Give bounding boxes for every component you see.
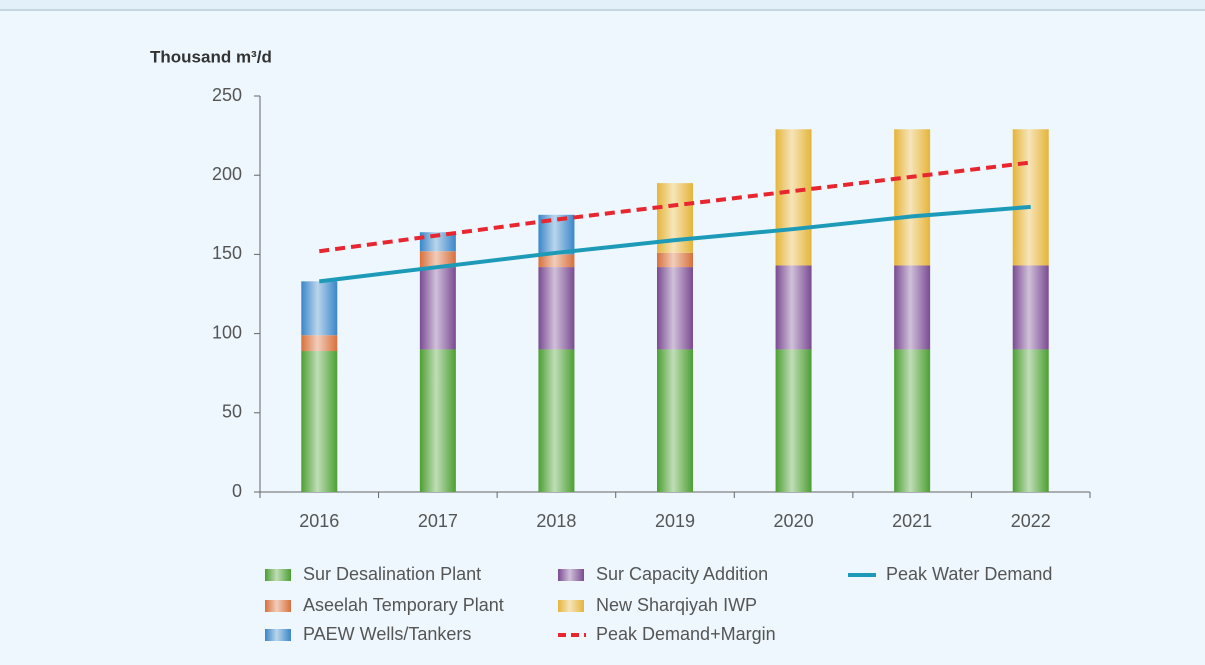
bar-segment: [894, 349, 931, 492]
y-tick-label: 100: [212, 322, 242, 342]
x-tick-label: 2016: [299, 511, 339, 531]
bar-segment: [301, 351, 338, 492]
bar-segment: [1012, 265, 1049, 350]
legend-label: New Sharqiyah IWP: [596, 595, 757, 615]
legend-swatch: [265, 629, 291, 641]
bar-segment: [775, 129, 812, 266]
bar-segment: [775, 265, 812, 350]
x-tick-label: 2020: [774, 511, 814, 531]
legend-swatch: [558, 600, 584, 612]
bar-segment: [538, 267, 575, 350]
legend-swatch: [265, 569, 291, 581]
bar-segment: [538, 254, 575, 268]
bar-segment: [1012, 349, 1049, 492]
bar-segment: [419, 267, 456, 350]
bar-segment: [657, 267, 693, 350]
legend-label: Sur Desalination Plant: [303, 564, 481, 584]
x-tick-label: 2021: [892, 511, 932, 531]
bar-segment: [657, 252, 693, 268]
y-tick-label: 200: [212, 164, 242, 184]
bar-segment: [657, 349, 693, 492]
x-tick-label: 2017: [418, 511, 458, 531]
header-band: [0, 0, 1205, 10]
y-tick-label: 0: [232, 481, 242, 501]
bar-segment: [419, 232, 456, 252]
x-tick-label: 2022: [1011, 511, 1051, 531]
bar-segment: [419, 349, 456, 492]
x-tick-label: 2019: [655, 511, 695, 531]
y-tick-label: 150: [212, 243, 242, 263]
bar-segment: [301, 335, 338, 352]
bar-segment: [894, 129, 931, 266]
legend-label: Peak Demand+Margin: [596, 624, 776, 644]
bar-segment: [419, 251, 456, 268]
legend-label: Peak Water Demand: [886, 564, 1052, 584]
bar-segment: [1012, 129, 1049, 266]
line-series: [319, 204, 1031, 284]
bar-segment: [301, 281, 338, 336]
line-series: [319, 160, 1031, 254]
legend-swatch: [558, 569, 584, 581]
legend-swatch: [265, 600, 291, 612]
x-tick-label: 2018: [536, 511, 576, 531]
legend-label: PAEW Wells/Tankers: [303, 624, 471, 644]
y-tick-label: 250: [212, 85, 242, 105]
bar-segment: [894, 265, 931, 350]
y-axis-label: Thousand m³/d: [150, 47, 272, 66]
bar-segment: [775, 349, 812, 492]
bar-segment: [538, 349, 575, 492]
legend-label: Sur Capacity Addition: [596, 564, 768, 584]
legend-label: Aseelah Temporary Plant: [303, 595, 504, 615]
y-tick-label: 50: [222, 402, 242, 422]
